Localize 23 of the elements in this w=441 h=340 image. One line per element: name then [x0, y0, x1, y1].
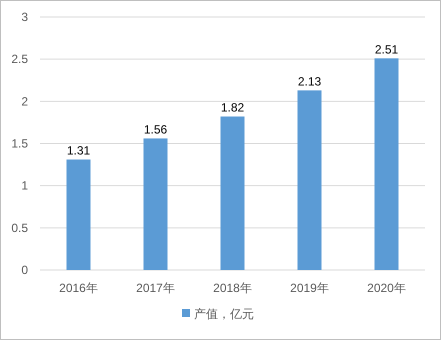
data-label: 1.31 — [66, 144, 90, 158]
y-tick-label: 2.5 — [11, 52, 28, 66]
x-tick-label: 2016年 — [59, 281, 98, 295]
x-tick-label: 2017年 — [136, 281, 175, 295]
data-label: 1.56 — [144, 122, 168, 136]
legend-label: 产值，亿元 — [194, 307, 254, 321]
x-tick-label: 2018年 — [213, 281, 252, 295]
bar — [298, 90, 322, 270]
y-tick-label: 0 — [21, 263, 28, 277]
y-tick-label: 3 — [21, 10, 28, 24]
bar — [144, 138, 168, 270]
y-tick-label: 1 — [21, 178, 28, 193]
x-tick-label: 2020年 — [367, 281, 406, 295]
y-tick-label: 1.5 — [11, 136, 28, 150]
data-label: 2.51 — [374, 42, 398, 56]
data-label: 2.13 — [298, 74, 322, 88]
bar — [66, 160, 90, 270]
data-label: 1.82 — [220, 100, 244, 115]
bar — [374, 58, 398, 270]
y-tick-label: 0.5 — [11, 220, 28, 235]
bar — [220, 116, 244, 270]
x-tick-label: 2019年 — [290, 281, 329, 295]
y-tick-label: 2 — [21, 94, 28, 108]
